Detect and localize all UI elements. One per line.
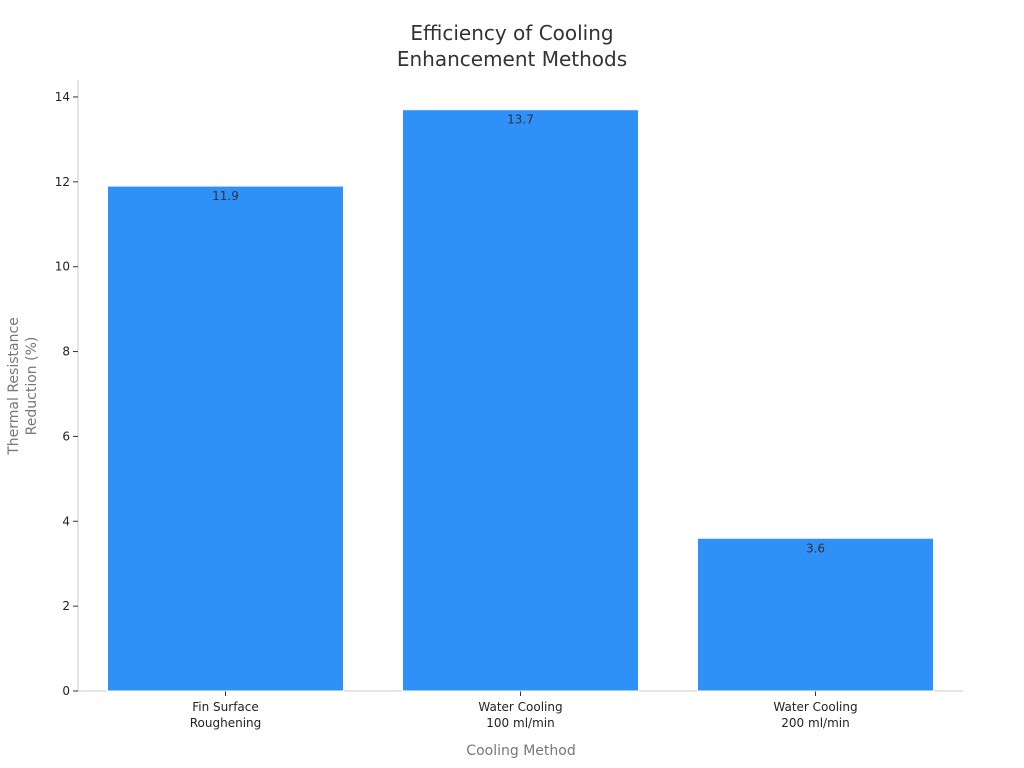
x-tick-label-line: Water Cooling — [773, 700, 857, 714]
bar[interactable] — [402, 109, 639, 692]
y-axis-label-line-2: Reduction (%) — [24, 337, 40, 436]
y-tick-label: 10 — [55, 260, 70, 274]
x-axis: Fin Surface Roughening Water Cooling 100 ml… — [78, 690, 963, 730]
bar-value-label: 3.6 — [806, 541, 825, 555]
y-tick-label: 0 — [62, 684, 70, 698]
x-tick-label-line: Water Cooling — [478, 700, 562, 714]
bar-value-label: 11.9 — [212, 189, 239, 203]
x-tick-label-line: 100 ml/min — [486, 716, 554, 730]
y-tick-label: 12 — [55, 175, 70, 189]
x-axis-label: Cooling Method — [466, 743, 575, 759]
bars — [107, 109, 934, 692]
bar[interactable] — [107, 185, 344, 692]
data-labels: 11.9 13.7 3.6 — [212, 113, 825, 556]
bar-value-label: 13.7 — [507, 113, 534, 127]
y-tick-label: 14 — [55, 90, 70, 104]
y-tick-label: 2 — [62, 599, 70, 613]
chart-title: Efficiency of Cooling Enhancement Method… — [397, 21, 627, 71]
x-tick-label: Water Cooling 200 ml/min — [773, 700, 857, 730]
y-tick-label: 8 — [62, 345, 70, 359]
x-tick-label: Water Cooling 100 ml/min — [478, 700, 562, 730]
y-axis-label: Thermal Resistance Reduction (%) — [6, 317, 40, 456]
x-tick-label-line: Fin Surface — [192, 700, 259, 714]
chart-title-line-2: Enhancement Methods — [397, 47, 627, 71]
x-tick-label: Fin Surface Roughening — [190, 700, 262, 730]
y-tick-label: 4 — [62, 514, 70, 528]
chart-title-line-1: Efficiency of Cooling — [410, 21, 613, 45]
y-axis: 0 2 4 6 8 10 12 14 — [55, 80, 79, 698]
x-tick-label-line: 200 ml/min — [781, 716, 849, 730]
bar[interactable] — [697, 537, 934, 692]
y-axis-label-line-1: Thermal Resistance — [6, 317, 22, 456]
y-tick-label: 6 — [62, 429, 70, 443]
x-tick-label-line: Roughening — [190, 716, 262, 730]
